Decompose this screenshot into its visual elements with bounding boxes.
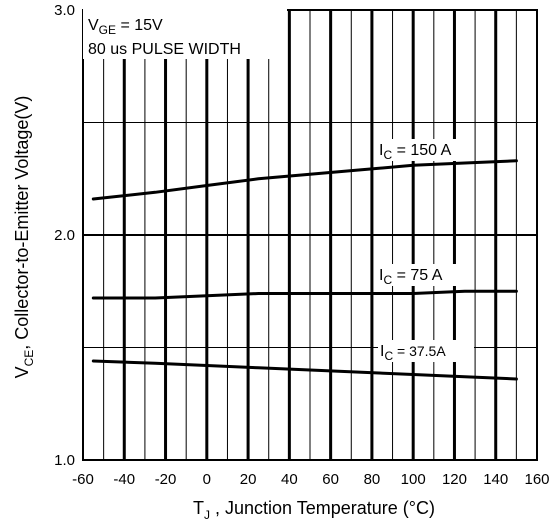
x-tick-label: 0 <box>203 471 211 488</box>
y-tick-label: 1.0 <box>54 452 75 469</box>
y-tick-label: 2.0 <box>54 227 75 244</box>
svg-text:IC = 75 A: IC = 75 A <box>379 267 443 287</box>
x-tick-label: 160 <box>524 471 549 488</box>
y-tick-label: 3.0 <box>54 2 75 19</box>
x-tick-label: 60 <box>322 471 339 488</box>
conditions-annotation: VGE = 15V 80 us PULSE WIDTH <box>83 9 287 59</box>
series-label-150a: IC = 150 A <box>377 139 473 162</box>
x-tick-label: 120 <box>442 471 467 488</box>
data-curves <box>91 159 518 381</box>
pulse-width-condition: 80 us PULSE WIDTH <box>88 41 241 58</box>
x-tick-label: 80 <box>364 471 381 488</box>
curve-ic-37-5a <box>91 359 518 381</box>
y-axis-title: VCE, Collector-to-Emitter Voltage(V) <box>12 96 36 379</box>
plot-frame <box>82 9 538 461</box>
series-label-75a: IC = 75 A <box>377 264 473 287</box>
series-label-37-5a: IC = 37.5A <box>378 340 474 363</box>
curve-ic-75a <box>91 289 518 300</box>
x-tick-label: -40 <box>113 471 135 488</box>
svg-text:IC = 37.5A: IC = 37.5A <box>380 343 446 363</box>
y-tick-labels: 1.0 2.0 3.0 <box>54 2 75 469</box>
x-tick-label: 100 <box>401 471 426 488</box>
x-tick-label: 40 <box>281 471 298 488</box>
x-tick-label: -20 <box>155 471 177 488</box>
x-tick-label: 20 <box>240 471 257 488</box>
curve-ic-150a <box>91 159 518 201</box>
vge-condition: VGE = 15V <box>88 17 163 37</box>
svg-text:IC = 150 A: IC = 150 A <box>379 142 452 162</box>
x-tick-label: -60 <box>72 471 94 488</box>
grid <box>83 10 537 460</box>
x-tick-label: 140 <box>483 471 508 488</box>
x-axis-title: TJ , Junction Temperature (°C) <box>193 498 435 522</box>
x-tick-labels: -60 -40 -20 0 20 40 60 80 100 120 140 160 <box>72 471 549 488</box>
